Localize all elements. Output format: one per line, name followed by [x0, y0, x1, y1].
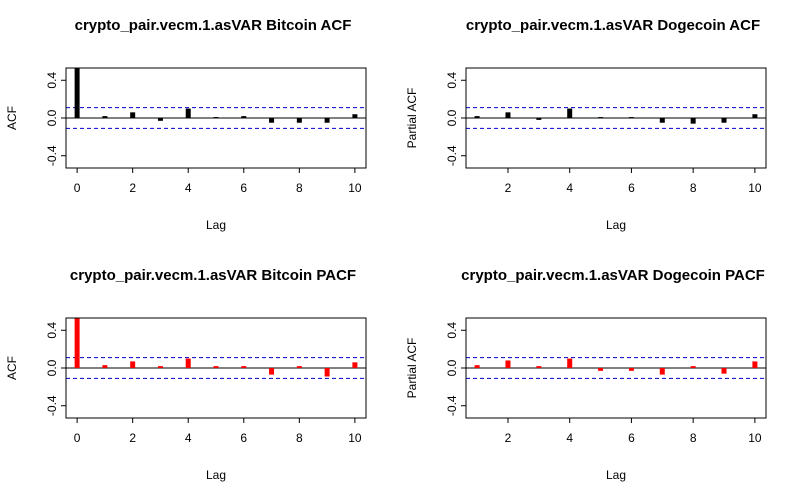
- panel: crypto_pair.vecm.1.asVAR Bitcoin ACF 0 2 4 6…: [5, 17, 367, 232]
- y-tick-label: 0.0: [445, 359, 459, 376]
- x-tick-label: 10: [348, 431, 362, 445]
- panel-title: crypto_pair.vecm.1.asVAR Bitcoin ACF: [75, 17, 352, 34]
- x-tick-label: 8: [296, 181, 303, 195]
- plot-area: [466, 107, 766, 129]
- x-tick-label: 4: [566, 431, 573, 445]
- x-tick-label: 8: [690, 431, 697, 445]
- y-axis-label: Partial ACF: [405, 338, 419, 399]
- y-tick-label: 0.0: [445, 109, 459, 126]
- x-axis-label: Lag: [206, 218, 226, 232]
- plot-area: [466, 357, 766, 379]
- x-tick-label: 2: [505, 181, 512, 195]
- y-axis-label: Partial ACF: [405, 88, 419, 149]
- x-tick-label: 0: [74, 181, 81, 195]
- x-axis-label: Lag: [606, 218, 626, 232]
- x-tick-label: 10: [748, 431, 762, 445]
- y-tick-label: 0.4: [445, 72, 459, 89]
- x-tick-label: 6: [240, 181, 247, 195]
- y-tick-label: 0.4: [445, 322, 459, 339]
- x-tick-label: 4: [566, 181, 573, 195]
- y-axis-label: ACF: [5, 106, 19, 130]
- x-axis-label: Lag: [206, 468, 226, 482]
- panel: crypto_pair.vecm.1.asVAR Dogecoin PACF 2 4…: [405, 267, 767, 482]
- x-tick-label: 4: [185, 431, 192, 445]
- plot-area: [66, 68, 366, 129]
- y-tick-label: 0.0: [45, 109, 59, 126]
- y-tick-label: 0.4: [45, 322, 59, 339]
- x-tick-label: 2: [129, 431, 136, 445]
- y-tick-label: 0.4: [45, 72, 59, 89]
- x-tick-label: 0: [74, 431, 81, 445]
- panel-title: crypto_pair.vecm.1.asVAR Dogecoin PACF: [461, 267, 765, 284]
- y-tick-label: -0.4: [445, 145, 459, 166]
- panel: crypto_pair.vecm.1.asVAR Bitcoin PACF 0 2 4…: [5, 267, 367, 482]
- x-tick-label: 4: [185, 181, 192, 195]
- panel: crypto_pair.vecm.1.asVAR Dogecoin ACF 2 4 6…: [405, 17, 767, 232]
- x-tick-label: 10: [748, 181, 762, 195]
- x-tick-label: 6: [240, 431, 247, 445]
- x-tick-label: 2: [129, 181, 136, 195]
- x-tick-label: 2: [505, 431, 512, 445]
- y-tick-label: -0.4: [45, 395, 59, 416]
- x-tick-label: 10: [348, 181, 362, 195]
- x-tick-label: 6: [628, 431, 635, 445]
- y-axis-label: ACF: [5, 356, 19, 380]
- x-tick-label: 8: [296, 431, 303, 445]
- x-axis-label: Lag: [606, 468, 626, 482]
- panel-title: crypto_pair.vecm.1.asVAR Dogecoin ACF: [466, 17, 760, 34]
- y-tick-label: 0.0: [45, 359, 59, 376]
- x-tick-label: 6: [628, 181, 635, 195]
- y-tick-label: -0.4: [45, 145, 59, 166]
- plot-area: [66, 318, 366, 379]
- panel-title: crypto_pair.vecm.1.asVAR Bitcoin PACF: [70, 267, 356, 284]
- x-tick-label: 8: [690, 181, 697, 195]
- y-tick-label: -0.4: [445, 395, 459, 416]
